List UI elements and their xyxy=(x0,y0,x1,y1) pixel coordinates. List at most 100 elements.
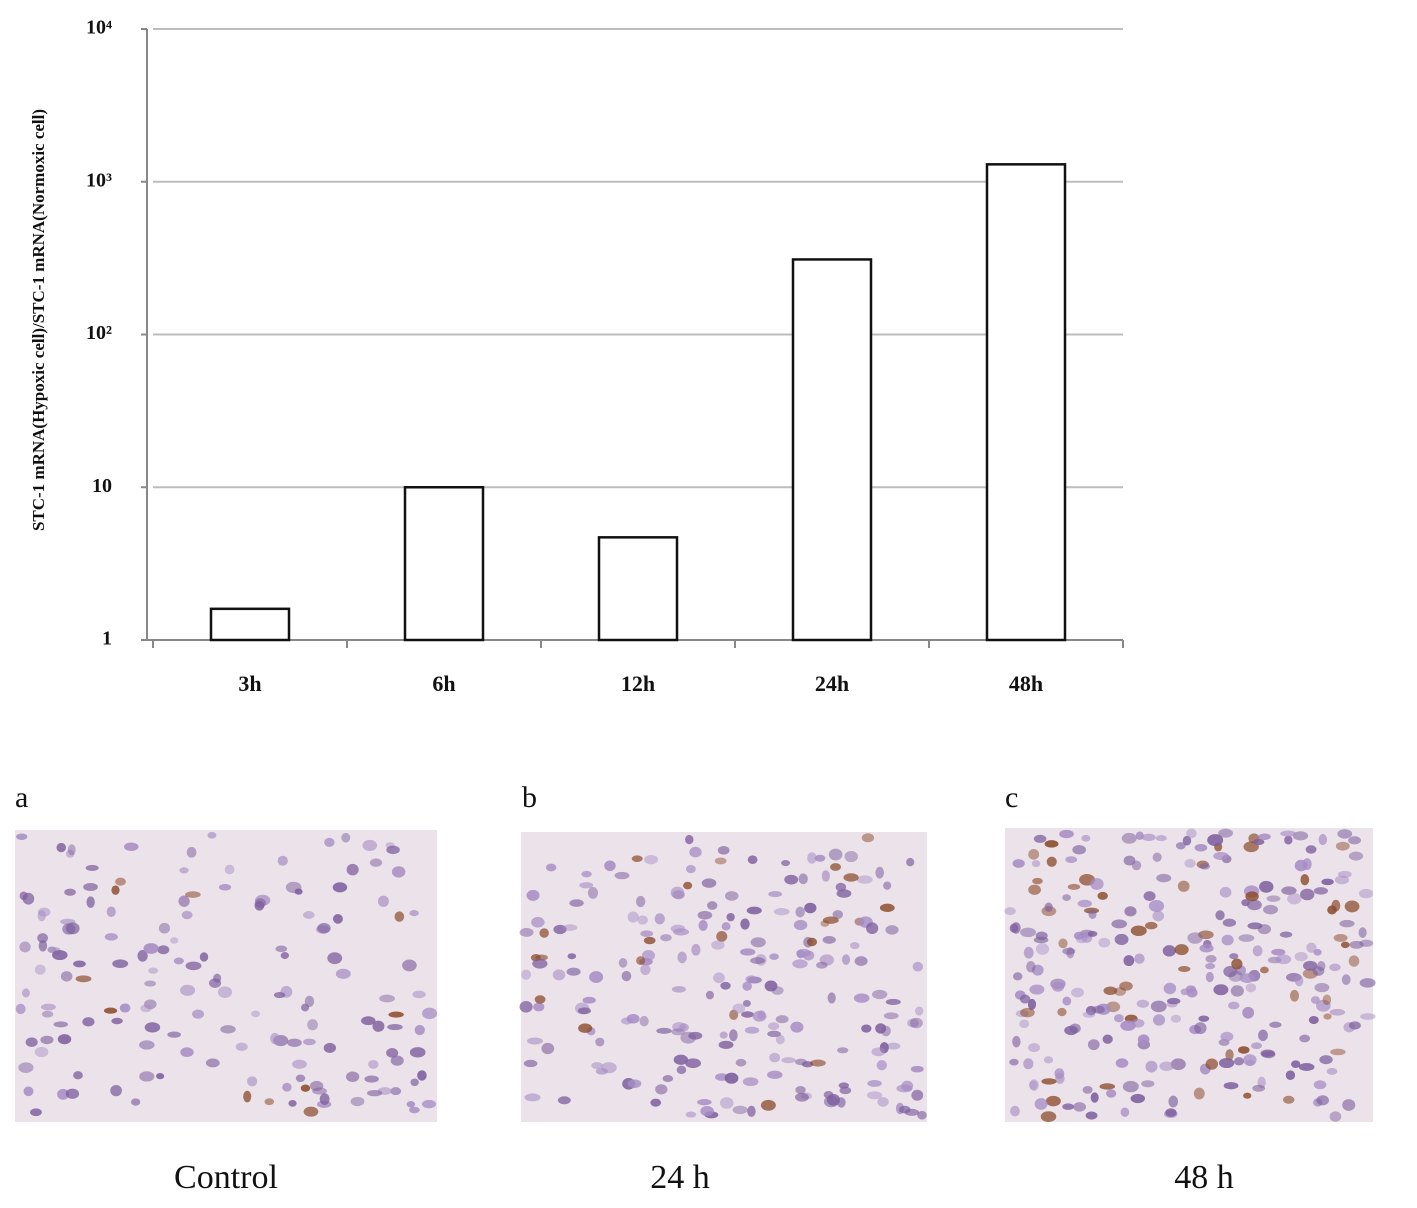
x-tick-label: 6h xyxy=(432,671,455,696)
cell xyxy=(1245,891,1259,902)
cell xyxy=(1071,987,1085,998)
cell xyxy=(1072,844,1086,855)
panel-letter: a xyxy=(15,781,28,814)
cell xyxy=(1342,1099,1356,1111)
cell xyxy=(532,958,548,969)
cell xyxy=(1159,1061,1175,1072)
cell xyxy=(541,1042,555,1055)
cell xyxy=(917,1110,927,1120)
cell xyxy=(531,916,545,928)
cell xyxy=(750,937,766,948)
cell xyxy=(640,930,654,937)
cell xyxy=(578,1023,593,1034)
cell xyxy=(875,866,885,879)
cell xyxy=(1313,887,1329,895)
cell xyxy=(1174,944,1189,956)
cell xyxy=(744,1026,760,1034)
cell xyxy=(143,943,159,954)
cell xyxy=(1329,1111,1342,1122)
cell xyxy=(1166,997,1181,1005)
cell xyxy=(317,922,331,934)
bar xyxy=(209,607,291,642)
cell xyxy=(1281,886,1297,895)
cell xyxy=(1168,1095,1179,1108)
cell xyxy=(1123,955,1135,967)
cell xyxy=(303,1038,316,1046)
cell xyxy=(1131,1018,1145,1028)
cell xyxy=(714,857,727,865)
bar xyxy=(597,536,679,642)
cell xyxy=(745,975,757,984)
cell xyxy=(1219,886,1232,898)
cell xyxy=(1287,893,1302,905)
cell xyxy=(180,1047,194,1058)
cell xyxy=(30,1108,42,1117)
cell xyxy=(1115,1058,1129,1068)
y-tick-label: 10 xyxy=(92,475,112,497)
panel-caption: Control xyxy=(174,1159,278,1196)
cell xyxy=(18,1062,34,1073)
cell xyxy=(826,1093,840,1106)
cell xyxy=(1012,1035,1021,1048)
cell xyxy=(836,889,852,898)
cell xyxy=(627,911,639,923)
cell xyxy=(390,1087,402,1096)
cell xyxy=(186,846,197,858)
cell xyxy=(362,839,378,852)
cell xyxy=(103,1007,118,1014)
cell xyxy=(264,1098,275,1106)
cell xyxy=(1339,919,1355,928)
cell xyxy=(866,1091,883,1100)
cell xyxy=(567,953,577,960)
cell xyxy=(1062,894,1071,902)
cell xyxy=(1152,1014,1166,1026)
cell xyxy=(879,903,895,912)
cell xyxy=(1111,919,1128,929)
cell xyxy=(866,922,879,935)
cell xyxy=(119,1003,131,1013)
cell xyxy=(662,1075,674,1082)
cell xyxy=(679,1023,689,1032)
cell xyxy=(1289,989,1300,1002)
cell xyxy=(781,859,791,867)
cell xyxy=(295,1074,306,1083)
cell xyxy=(1114,933,1129,946)
cell xyxy=(877,1097,889,1107)
cell xyxy=(719,1097,734,1109)
cell xyxy=(685,1111,697,1118)
x-tick-label: 3h xyxy=(238,671,261,696)
cell xyxy=(275,945,288,953)
cell xyxy=(553,924,567,935)
cell xyxy=(324,837,335,847)
cell xyxy=(1266,895,1281,902)
cell xyxy=(199,952,209,962)
cell xyxy=(1136,999,1150,1008)
cell xyxy=(1152,910,1165,922)
cell xyxy=(386,845,400,855)
cell xyxy=(1087,930,1098,937)
cell xyxy=(660,934,672,942)
y-tick-label: 1 xyxy=(102,628,112,650)
cell xyxy=(1213,984,1229,996)
cell xyxy=(1358,927,1367,939)
cell xyxy=(795,906,805,918)
cell xyxy=(898,1105,911,1114)
cell xyxy=(1316,1095,1330,1106)
y-tick-label: 10³ xyxy=(86,169,112,191)
cell xyxy=(1085,1111,1098,1120)
cell xyxy=(1218,1058,1235,1069)
cell xyxy=(1009,1058,1019,1066)
cell xyxy=(721,922,731,931)
cell xyxy=(910,1065,924,1073)
cell xyxy=(205,1058,220,1068)
cell xyxy=(1298,1063,1315,1071)
cell xyxy=(1233,1057,1244,1066)
cell xyxy=(1257,924,1272,935)
cell xyxy=(421,1099,437,1109)
cell xyxy=(1180,988,1190,996)
cell xyxy=(1103,986,1118,996)
cell xyxy=(67,844,76,856)
cell xyxy=(391,866,406,878)
cell xyxy=(689,846,702,858)
cell xyxy=(720,981,731,990)
